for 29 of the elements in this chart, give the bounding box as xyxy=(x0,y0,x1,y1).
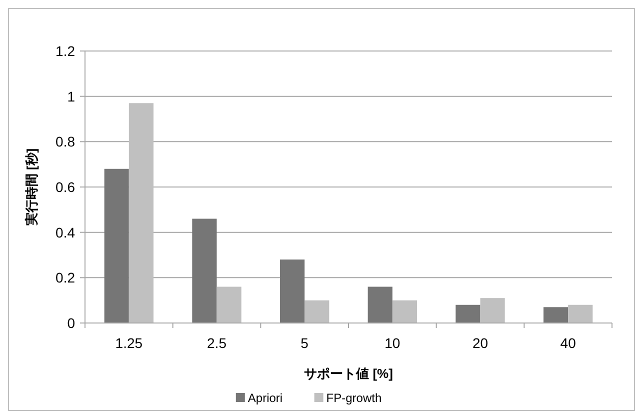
bar xyxy=(280,260,305,323)
bar xyxy=(543,307,568,323)
y-tick-label: 0 xyxy=(67,315,76,331)
x-tick-label: 1.25 xyxy=(115,335,143,351)
y-tick-label: 0.2 xyxy=(56,270,76,286)
y-tick-label: 0.8 xyxy=(56,134,76,150)
y-tick-label: 1.2 xyxy=(56,43,76,59)
bar xyxy=(104,168,129,323)
y-tick-label: 0.4 xyxy=(56,224,76,240)
y-tick-label: 1 xyxy=(67,88,76,104)
x-tick-label: 20 xyxy=(472,335,488,351)
bar xyxy=(128,103,154,323)
bar xyxy=(192,218,217,323)
x-tick-label: 10 xyxy=(384,335,400,351)
bar xyxy=(368,286,392,323)
x-tick-label: 2.5 xyxy=(207,335,227,351)
x-tick-label: 5 xyxy=(300,335,309,351)
bar xyxy=(568,304,593,323)
legend-label: FP-growth xyxy=(326,391,382,405)
x-axis-title: サポート値 [%] xyxy=(304,366,393,381)
legend-label: Apriori xyxy=(248,391,283,405)
bar xyxy=(392,300,418,323)
bar xyxy=(480,298,505,323)
bar xyxy=(456,304,480,323)
y-tick-label: 0.6 xyxy=(56,179,76,195)
bar xyxy=(216,286,242,323)
bar xyxy=(304,300,330,323)
x-tick-label: 40 xyxy=(560,335,576,351)
y-axis-title: 実行時間 [秒] xyxy=(24,148,39,227)
